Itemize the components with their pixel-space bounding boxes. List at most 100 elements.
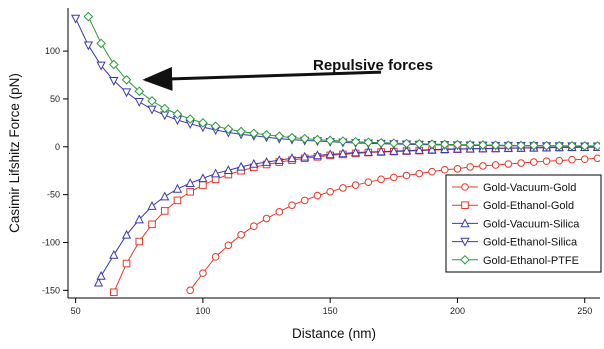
legend-label: Gold-Ethanol-Gold <box>483 200 574 212</box>
legend-item: Gold-Ethanol-PTFE <box>452 255 579 267</box>
data-point <box>160 191 170 201</box>
series-gold-ethanol-silica <box>71 14 600 152</box>
data-point <box>261 130 272 140</box>
data-point <box>262 214 271 223</box>
data-point <box>401 145 412 155</box>
data-point <box>326 187 334 196</box>
data-point <box>274 131 285 142</box>
legend-item: Gold-Ethanol-Gold <box>452 200 574 212</box>
data-point <box>401 138 412 149</box>
data-point <box>71 14 81 24</box>
data-point <box>109 76 119 86</box>
data-point <box>223 165 233 175</box>
x-tick-label: 50 <box>71 306 81 316</box>
data-point <box>428 167 436 176</box>
annotation-text: Repulsive forces <box>313 57 433 74</box>
data-point <box>325 135 335 146</box>
data-point <box>453 164 462 173</box>
legend-item: Gold-Ethanol-Silica <box>452 237 578 249</box>
data-point <box>490 140 501 150</box>
data-point <box>567 141 577 151</box>
data-point <box>313 191 322 200</box>
data-point <box>460 218 470 228</box>
data-point <box>288 201 296 209</box>
data-point <box>568 155 576 164</box>
data-point <box>172 183 183 193</box>
data-point <box>211 253 220 261</box>
data-point <box>389 138 399 148</box>
data-point <box>300 196 309 205</box>
data-point <box>237 231 245 239</box>
y-tick-label: 50 <box>50 94 60 104</box>
data-point <box>199 269 207 277</box>
data-point <box>592 141 600 151</box>
data-point <box>460 254 470 265</box>
x-tick-label: 250 <box>577 306 592 316</box>
data-point <box>173 196 182 205</box>
data-point <box>93 277 104 287</box>
y-axis-label: Casimir Lifshitz Force (pN) <box>7 73 22 233</box>
data-point <box>109 59 119 70</box>
data-point <box>351 147 361 157</box>
data-point <box>529 140 539 151</box>
data-point <box>312 134 323 145</box>
data-point <box>299 133 310 144</box>
data-point <box>503 140 514 151</box>
data-point <box>198 118 208 128</box>
annotation: Repulsive forces <box>142 57 433 91</box>
data-point <box>363 146 373 156</box>
data-point <box>517 159 525 167</box>
data-point <box>363 137 374 148</box>
data-point <box>338 136 348 146</box>
series-gold-vacuum-gold <box>186 154 600 295</box>
data-point <box>377 175 385 184</box>
data-point <box>121 88 132 98</box>
data-point <box>376 137 386 148</box>
data-point <box>186 286 194 295</box>
data-point <box>541 140 552 151</box>
data-point <box>236 126 246 137</box>
series-layer <box>71 11 600 297</box>
data-point <box>224 241 233 250</box>
data-point <box>159 103 170 114</box>
legend: Gold-Vacuum-Gold Gold-Ethanol-Gold Gold-Va… <box>445 174 602 273</box>
data-point <box>109 249 119 259</box>
data-point <box>96 61 106 71</box>
data-point <box>504 160 513 168</box>
data-point <box>402 171 411 180</box>
legend-item: Gold-Vacuum-Gold <box>452 182 576 194</box>
data-point <box>440 165 449 174</box>
data-point <box>199 181 207 189</box>
data-point <box>579 141 590 151</box>
data-point <box>134 97 144 107</box>
series-line <box>75 18 598 147</box>
series-gold-ethanol-ptfe <box>83 11 600 151</box>
data-point <box>338 148 348 158</box>
data-point <box>350 136 361 147</box>
y-tick-label: -100 <box>42 237 60 247</box>
data-point <box>554 140 565 151</box>
data-point <box>210 121 221 132</box>
data-point <box>555 156 564 165</box>
data-point <box>390 173 398 182</box>
data-point <box>439 139 450 150</box>
data-point <box>211 168 221 178</box>
data-point <box>461 183 469 191</box>
data-point <box>287 153 297 163</box>
data-point <box>198 173 208 183</box>
data-point <box>83 41 93 51</box>
data-point <box>110 288 118 297</box>
data-point <box>530 158 538 166</box>
data-point <box>389 146 399 155</box>
data-point <box>465 139 475 150</box>
x-tick-label: 150 <box>323 306 338 316</box>
legend-label: Gold-Ethanol-PTFE <box>483 255 579 267</box>
data-point <box>249 128 259 139</box>
data-point <box>351 181 360 189</box>
data-point <box>147 105 157 115</box>
data-point <box>427 139 437 149</box>
data-point <box>223 124 234 134</box>
data-point <box>275 208 284 216</box>
data-point <box>121 229 132 239</box>
data-point <box>236 161 246 171</box>
